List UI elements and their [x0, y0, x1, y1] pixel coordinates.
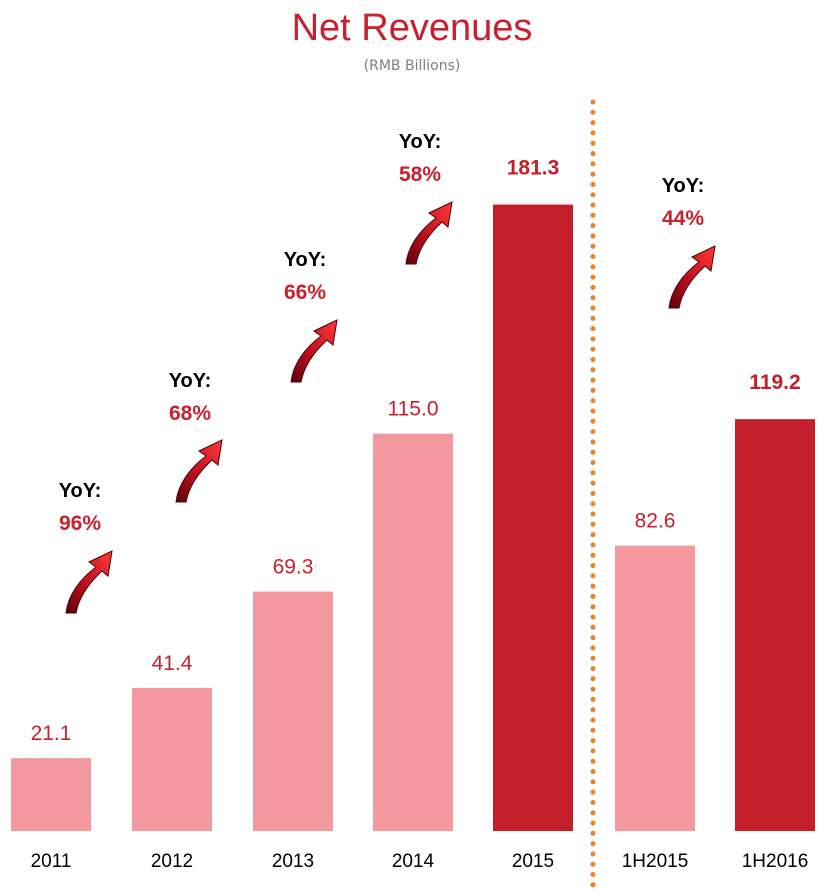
bar-2013 [253, 591, 333, 831]
bar-2014 [373, 433, 453, 831]
chart-title: Net Revenues [292, 7, 533, 49]
growth-annotation-2: YoY: 68% [169, 370, 223, 503]
yoy-label: YoY: [284, 249, 327, 271]
yoy-label: YoY: [59, 480, 102, 502]
x-tick-label-2012: 2012 [151, 851, 193, 872]
value-labels-group: 21.1 41.4 69.3 115.0 181.3 82.6 119.2 [31, 157, 801, 745]
growth-arrow-icon [65, 550, 113, 614]
x-tick-label-2014: 2014 [392, 851, 435, 872]
growth-annotation-5: YoY: 44% [662, 175, 716, 309]
growth-arrow-icon [175, 439, 223, 503]
growth-annotation-1: YoY: 96% [59, 480, 113, 614]
value-label-2015: 181.3 [507, 157, 560, 180]
yoy-label: YoY: [662, 175, 705, 197]
growth-arrow-icon [405, 201, 453, 265]
yoy-label: YoY: [399, 131, 442, 153]
bar-1h2016 [735, 419, 815, 831]
growth-arrow-icon [668, 245, 716, 309]
bar-1h2015 [615, 545, 695, 831]
growth-annotation-3: YoY: 66% [284, 249, 338, 383]
growth-arrow-icon [290, 319, 338, 383]
value-label-1h2015: 82.6 [635, 510, 676, 533]
x-tick-label-2011: 2011 [31, 851, 72, 872]
value-label-2014: 115.0 [388, 398, 439, 421]
growth-annotations-group: YoY: 96% YoY: 68% YoY: 66% YoY: 58% YoY: 44% [59, 131, 716, 614]
yoy-value: 58% [399, 163, 441, 186]
yoy-label: YoY: [169, 370, 212, 392]
value-label-2012: 41.4 [152, 652, 193, 675]
yoy-value: 68% [169, 402, 211, 425]
chart-subtitle: (RMB Billions) [364, 58, 461, 74]
x-tick-labels-group: 2011 2012 2013 2014 2015 1H2015 1H2016 [31, 851, 809, 872]
yoy-value: 44% [662, 207, 704, 230]
bar-2012 [132, 687, 212, 831]
yoy-value: 96% [59, 512, 101, 535]
x-tick-label-2013: 2013 [272, 851, 314, 872]
yoy-value: 66% [284, 281, 326, 304]
bar-2015 [493, 204, 573, 831]
bar-2011 [11, 758, 91, 831]
value-label-2011: 21.1 [31, 722, 72, 745]
x-tick-label-1h2015: 1H2015 [622, 851, 689, 872]
bars-group [11, 204, 815, 831]
value-label-2013: 69.3 [273, 556, 314, 579]
growth-annotation-4: YoY: 58% [399, 131, 453, 265]
value-label-1h2016: 119.2 [749, 371, 800, 394]
x-tick-label-1h2016: 1H2016 [742, 851, 809, 872]
x-tick-label-2015: 2015 [512, 851, 554, 872]
